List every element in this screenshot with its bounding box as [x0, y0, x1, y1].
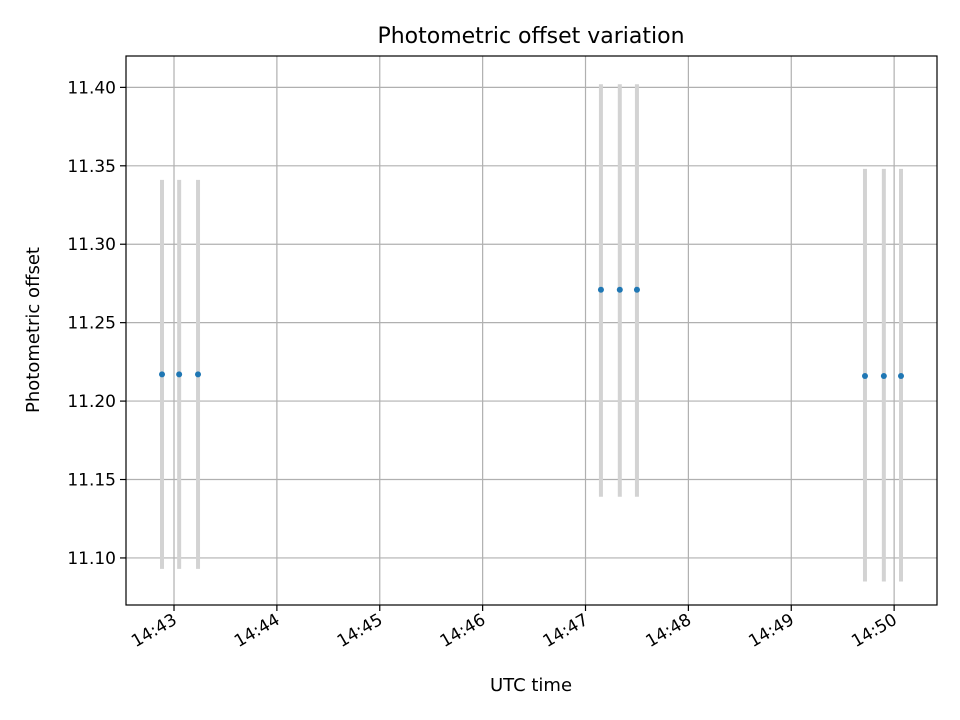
x-tick-label: 14:49	[745, 610, 797, 652]
x-tick-label: 14:47	[540, 610, 592, 652]
error-bars	[160, 84, 903, 582]
data-points	[159, 286, 904, 379]
x-tick-label: 14:44	[231, 610, 283, 652]
data-point	[195, 371, 202, 378]
y-tick-label: 11.10	[67, 549, 116, 569]
x-tick-label: 14:43	[128, 610, 180, 652]
x-tick-label: 14:46	[437, 610, 489, 652]
data-point	[633, 286, 640, 293]
data-point	[616, 286, 623, 293]
y-tick-label: 11.20	[67, 392, 116, 412]
x-tick-label: 14:48	[642, 610, 694, 652]
x-axis: 14:43 14:44 14:45 14:46 14:47 14:48 14:49 14:50	[128, 605, 901, 652]
grid	[126, 56, 937, 605]
data-point	[597, 286, 604, 293]
y-tick-label: 11.40	[67, 78, 116, 98]
data-point	[176, 371, 183, 378]
y-tick-label: 11.35	[67, 157, 116, 177]
x-tick-label: 14:50	[848, 610, 900, 652]
y-axis: 11.10 11.15 11.20 11.25 11.30 11.35 11.40	[67, 78, 126, 569]
y-tick-label: 11.25	[67, 314, 116, 334]
chart-title: Photometric offset variation	[377, 24, 684, 49]
x-axis-label: UTC time	[490, 675, 572, 696]
plot-frame	[125, 55, 938, 606]
y-tick-label: 11.15	[67, 471, 116, 491]
data-point	[880, 372, 887, 379]
data-point	[897, 372, 904, 379]
y-axis-label: Photometric offset	[23, 247, 44, 413]
x-tick-label: 14:45	[334, 610, 386, 652]
data-point	[159, 371, 166, 378]
data-point	[861, 372, 868, 379]
y-tick-label: 11.30	[67, 235, 116, 255]
